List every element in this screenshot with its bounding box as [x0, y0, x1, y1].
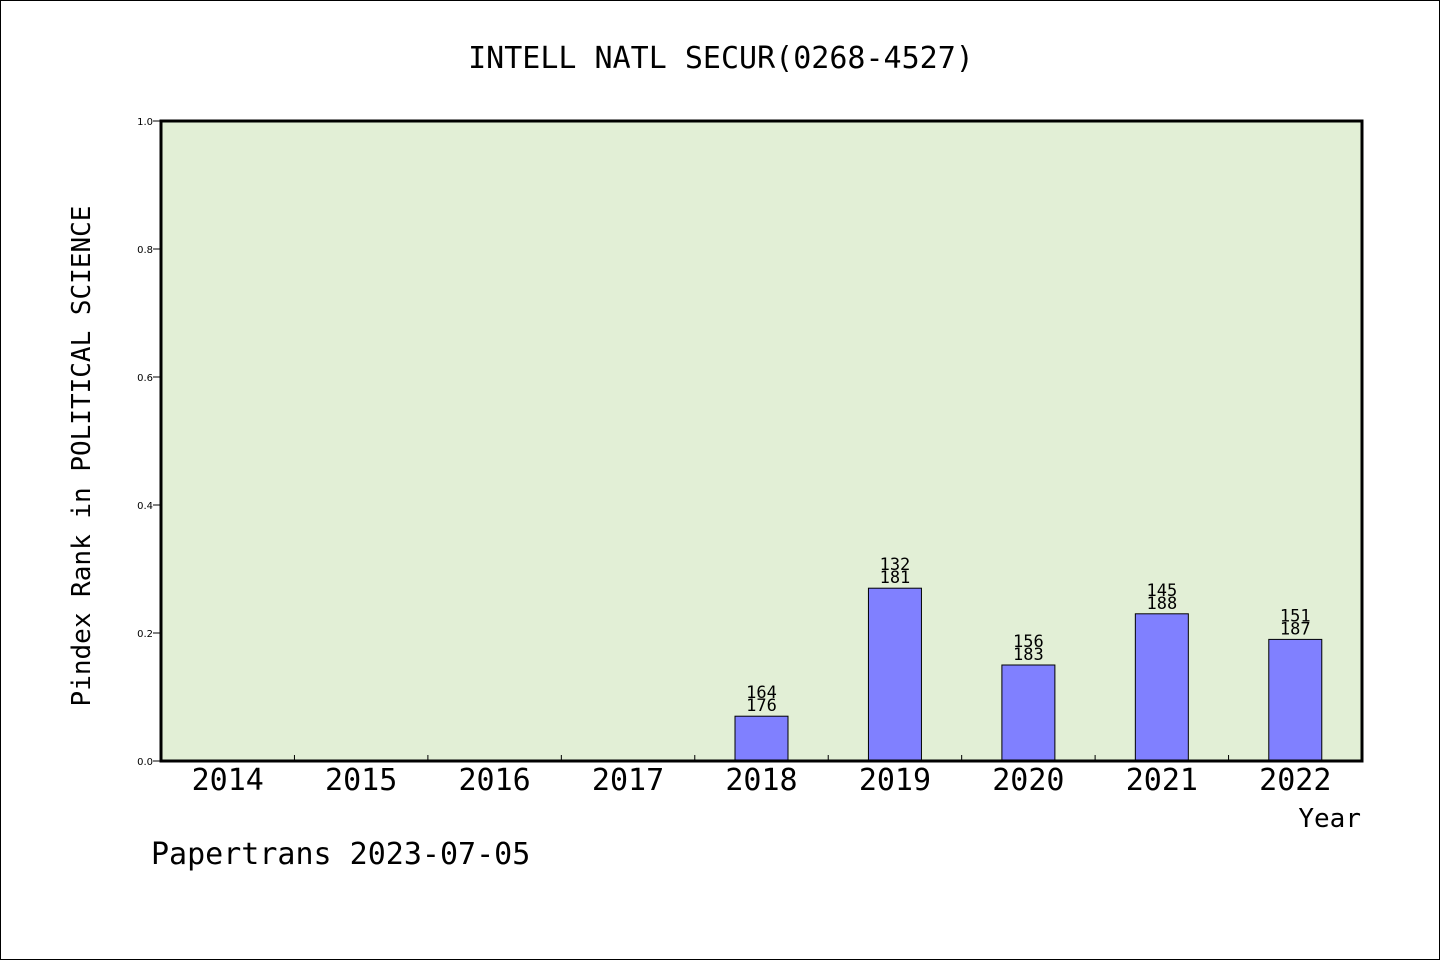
y-tick-label: 0.0 — [137, 757, 153, 768]
y-axis: 0.0 0.2 0.4 0.6 0.8 1.0 — [137, 117, 160, 768]
y-tick-label: 0.2 — [137, 629, 153, 640]
bar-rank-label: 156 — [1013, 632, 1044, 652]
y-tick-label: 0.4 — [137, 501, 153, 512]
bars — [734, 587, 1323, 762]
bar-total-label: 187 — [1280, 619, 1311, 639]
x-tick-label: 2019 — [859, 763, 931, 798]
y-axis-label: Pindex Rank in POLITICAL SCIENCE — [67, 206, 97, 707]
x-tick-label: 2021 — [1126, 763, 1198, 798]
bar-total-label: 181 — [880, 568, 911, 588]
bar-rank-label: 132 — [880, 555, 911, 575]
bar — [734, 715, 789, 762]
bar — [867, 587, 922, 762]
x-axis: 2014 2015 2016 2017 2018 2019 2020 2021 2022 — [192, 755, 1331, 798]
bar — [1001, 664, 1056, 762]
x-tick-label: 2017 — [592, 763, 664, 798]
y-tick-label: 0.6 — [137, 373, 153, 384]
bar-rank-label: 164 — [746, 683, 777, 703]
x-tick-label: 2022 — [1259, 763, 1331, 798]
bar-total-label: 183 — [1013, 645, 1044, 665]
bar — [1134, 613, 1189, 762]
bar-total-label: 188 — [1146, 594, 1177, 614]
bar — [1268, 638, 1323, 762]
x-tick-label: 2015 — [325, 763, 397, 798]
y-tick-label: 1.0 — [137, 117, 153, 128]
x-tick-label: 2016 — [458, 763, 530, 798]
chart-title: INTELL NATL SECUR(0268-4527) — [468, 41, 974, 76]
y-tick-label: 0.8 — [137, 245, 153, 256]
x-tick-label: 2018 — [725, 763, 797, 798]
footer-credit: Papertrans 2023-07-05 — [151, 837, 530, 872]
bar-rank-label: 145 — [1146, 581, 1177, 601]
x-tick-label: 2014 — [192, 763, 264, 798]
x-tick-label: 2020 — [992, 763, 1064, 798]
plot-frame — [159, 119, 1364, 763]
bar-rank-label: 151 — [1280, 606, 1311, 626]
bar-total-label: 176 — [746, 696, 777, 716]
x-axis-label: Year — [1298, 804, 1361, 834]
